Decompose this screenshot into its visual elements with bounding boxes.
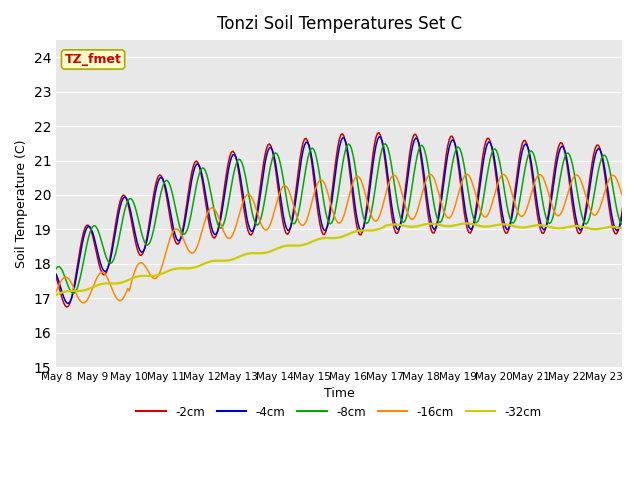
-8cm (354, 181, 362, 187)
-16cm (471, 189, 479, 195)
-8cm (471, 219, 479, 225)
-32cm (633, 227, 640, 232)
-8cm (381, 141, 389, 146)
Line: -8cm: -8cm (56, 144, 639, 293)
Line: -2cm: -2cm (56, 133, 639, 307)
-8cm (558, 166, 566, 172)
Y-axis label: Soil Temperature (C): Soil Temperature (C) (15, 139, 28, 268)
Line: -16cm: -16cm (56, 174, 639, 303)
-4cm (65, 300, 72, 306)
-16cm (634, 200, 640, 205)
-2cm (74, 262, 81, 268)
-8cm (74, 285, 81, 290)
-2cm (52, 275, 60, 280)
-32cm (462, 220, 470, 226)
-2cm (354, 228, 362, 233)
-8cm (52, 266, 60, 272)
-2cm (558, 140, 566, 146)
X-axis label: Time: Time (324, 387, 355, 400)
-4cm (92, 241, 100, 247)
-4cm (471, 216, 479, 222)
-2cm (636, 162, 640, 168)
-32cm (353, 228, 360, 234)
-16cm (558, 209, 566, 215)
-16cm (72, 290, 80, 296)
-16cm (636, 195, 640, 201)
-2cm (375, 130, 383, 136)
-4cm (558, 144, 566, 149)
-4cm (74, 268, 81, 274)
-32cm (90, 284, 98, 289)
Title: Tonzi Soil Temperatures Set C: Tonzi Soil Temperatures Set C (216, 15, 461, 33)
-16cm (92, 277, 100, 283)
-4cm (354, 219, 362, 225)
-8cm (69, 290, 77, 296)
Text: TZ_fmet: TZ_fmet (65, 53, 122, 66)
-2cm (634, 154, 640, 160)
-4cm (52, 271, 60, 277)
-2cm (471, 212, 479, 218)
-32cm (636, 226, 640, 232)
-16cm (52, 288, 60, 294)
-8cm (92, 224, 100, 229)
-32cm (557, 226, 564, 231)
Line: -4cm: -4cm (56, 137, 639, 303)
-32cm (52, 292, 60, 298)
-16cm (80, 300, 88, 306)
-2cm (63, 304, 70, 310)
-16cm (354, 173, 362, 179)
-32cm (72, 288, 80, 294)
-2cm (92, 247, 100, 252)
-16cm (463, 171, 471, 177)
-4cm (375, 134, 383, 140)
-8cm (636, 155, 640, 161)
-4cm (636, 159, 640, 165)
-4cm (634, 153, 640, 158)
-32cm (470, 221, 477, 227)
-8cm (634, 157, 640, 163)
Line: -32cm: -32cm (56, 223, 639, 295)
Legend: -2cm, -4cm, -8cm, -16cm, -32cm: -2cm, -4cm, -8cm, -16cm, -32cm (132, 401, 547, 423)
